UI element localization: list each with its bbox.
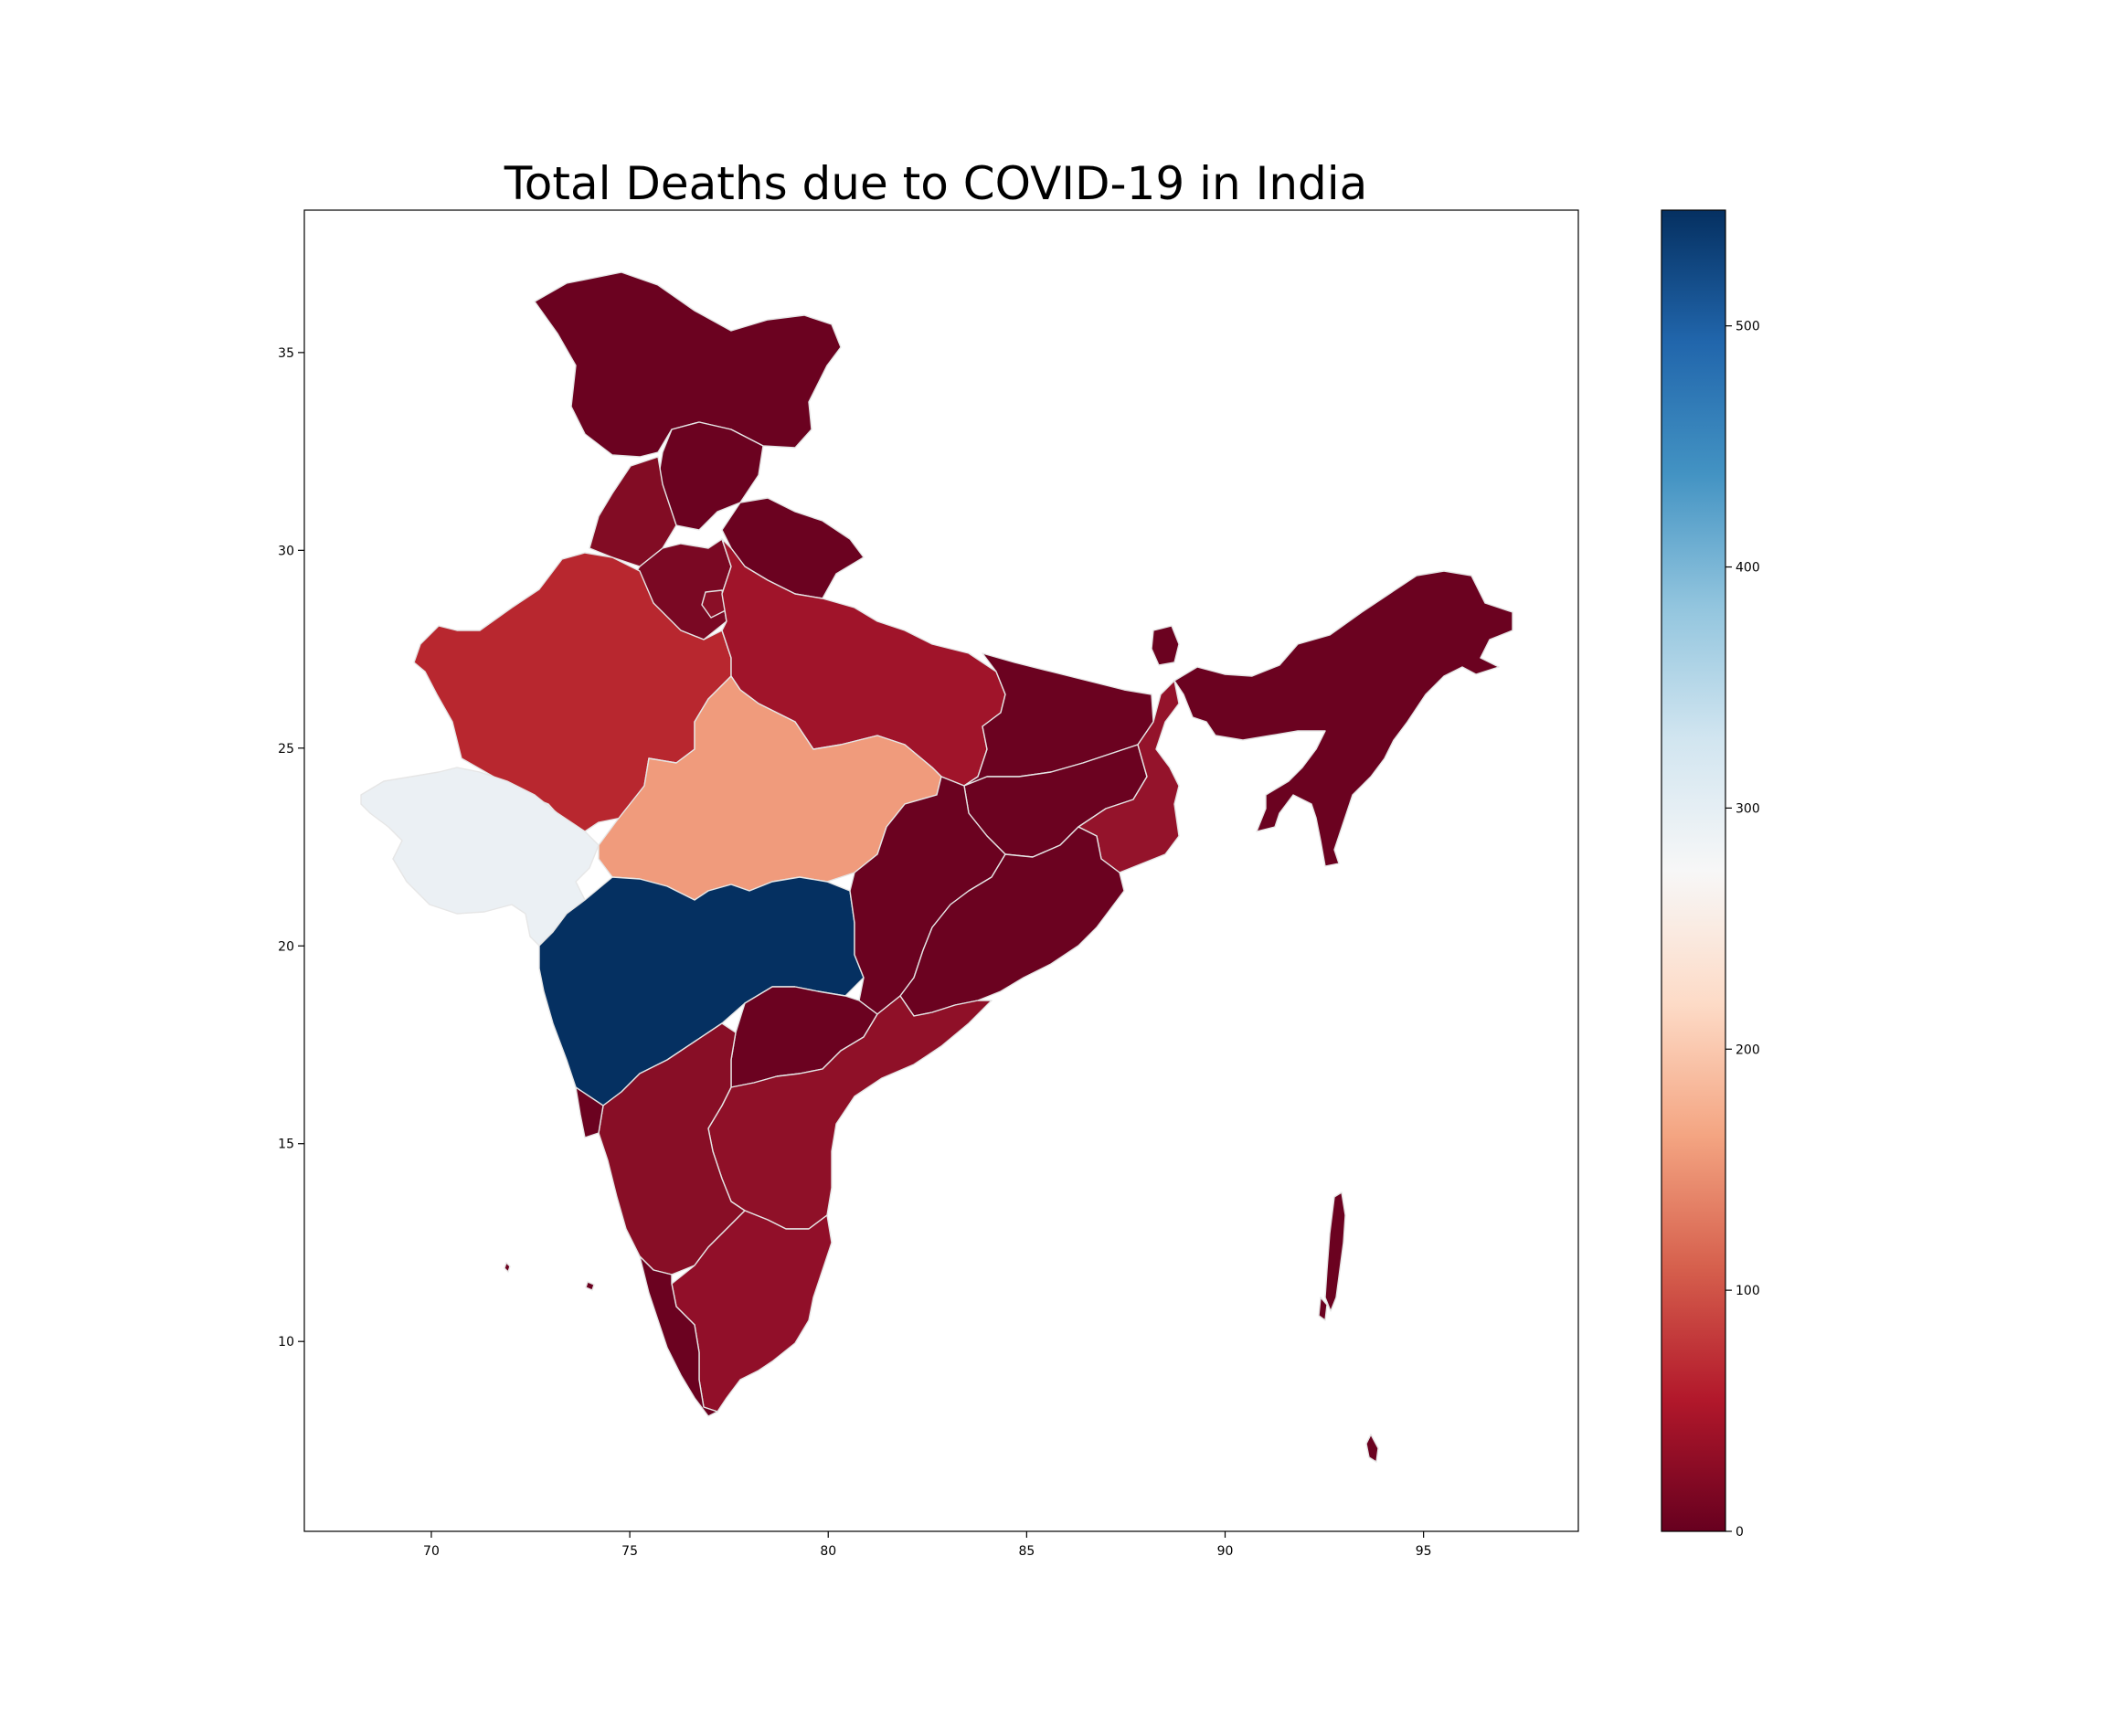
colorbar-ticks: 0 100 200 300 400 500 bbox=[1725, 320, 1760, 1540]
x-tick: 70 bbox=[423, 1531, 440, 1559]
x-axis: 70 75 80 85 90 95 bbox=[423, 1531, 1432, 1559]
x-tick-label: 95 bbox=[1416, 1544, 1432, 1559]
y-tick: 10 bbox=[278, 1335, 304, 1350]
x-tick: 95 bbox=[1416, 1531, 1432, 1559]
x-tick: 80 bbox=[820, 1531, 836, 1559]
x-tick: 90 bbox=[1217, 1531, 1234, 1559]
region-lakshadweep bbox=[504, 1262, 595, 1291]
india-map bbox=[360, 271, 1513, 1463]
y-tick-label: 20 bbox=[278, 939, 294, 954]
colorbar-tick-label: 0 bbox=[1736, 1525, 1744, 1540]
y-tick: 15 bbox=[278, 1138, 304, 1152]
x-tick: 85 bbox=[1018, 1531, 1035, 1559]
region-karnataka bbox=[598, 1022, 746, 1276]
axes-frame bbox=[303, 209, 1579, 1532]
colorbar-tick-label: 300 bbox=[1736, 801, 1760, 816]
region-north-east bbox=[1173, 570, 1513, 867]
x-tick-label: 80 bbox=[820, 1544, 836, 1559]
region-west-bengal bbox=[1078, 680, 1180, 873]
map-title: Total Deaths due to COVID-19 in India bbox=[504, 157, 1368, 210]
colorbar-tick-label: 400 bbox=[1736, 561, 1760, 576]
x-tick-label: 75 bbox=[621, 1544, 638, 1559]
y-tick-label: 10 bbox=[278, 1335, 294, 1350]
region-andaman-nicobar bbox=[1318, 1191, 1379, 1463]
colorbar-tick-label: 500 bbox=[1736, 320, 1760, 334]
region-goa bbox=[575, 1086, 604, 1138]
colorbar-tick-label: 100 bbox=[1736, 1284, 1760, 1298]
x-tick-label: 85 bbox=[1018, 1544, 1035, 1559]
y-tick-label: 30 bbox=[278, 544, 294, 558]
region-delhi bbox=[701, 589, 727, 619]
y-tick-label: 25 bbox=[278, 742, 294, 757]
region-sikkim bbox=[1151, 625, 1180, 666]
y-tick-label: 15 bbox=[278, 1138, 294, 1152]
region-kerala bbox=[639, 1255, 718, 1417]
region-jammu-kashmir bbox=[534, 271, 842, 458]
y-axis: 35 30 25 20 15 10 bbox=[278, 346, 304, 1350]
colorbar-tick-label: 200 bbox=[1736, 1043, 1760, 1057]
region-odisha bbox=[899, 826, 1125, 1017]
x-tick-label: 90 bbox=[1217, 1544, 1234, 1559]
x-tick-label: 70 bbox=[423, 1544, 440, 1559]
y-tick-label: 35 bbox=[278, 346, 294, 361]
colorbar-tick: 100 bbox=[1725, 1284, 1760, 1298]
colorbar-tick: 200 bbox=[1725, 1043, 1760, 1057]
colorbar: 0 100 200 300 400 500 bbox=[1661, 209, 1760, 1540]
y-tick: 20 bbox=[278, 939, 304, 954]
x-tick: 75 bbox=[621, 1531, 638, 1559]
colorbar-tick: 0 bbox=[1725, 1525, 1744, 1540]
y-tick: 35 bbox=[278, 346, 304, 361]
colorbar-tick: 500 bbox=[1725, 320, 1760, 334]
y-tick: 30 bbox=[278, 544, 304, 558]
colorbar-tick: 300 bbox=[1725, 801, 1760, 816]
colorbar-gradient bbox=[1661, 209, 1726, 1532]
y-tick: 25 bbox=[278, 742, 304, 757]
colorbar-tick: 400 bbox=[1725, 561, 1760, 576]
